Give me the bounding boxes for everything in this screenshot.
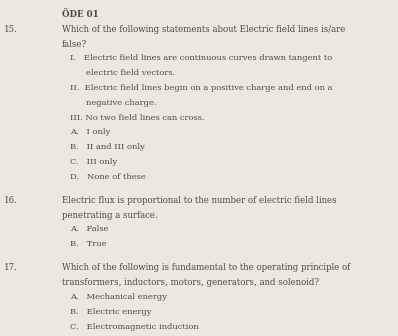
Text: penetrating a surface.: penetrating a surface. bbox=[62, 211, 158, 220]
Text: D.   None of these: D. None of these bbox=[70, 173, 145, 181]
Text: Electric flux is proportional to the number of electric field lines: Electric flux is proportional to the num… bbox=[62, 196, 336, 205]
Text: III. No two field lines can cross.: III. No two field lines can cross. bbox=[70, 114, 204, 122]
Text: electric field vectors.: electric field vectors. bbox=[86, 69, 175, 77]
Text: 16.: 16. bbox=[4, 196, 18, 205]
Text: 17.: 17. bbox=[4, 263, 18, 272]
Text: I.   Electric field lines are continuous curves drawn tangent to: I. Electric field lines are continuous c… bbox=[70, 54, 332, 62]
Text: B.   True: B. True bbox=[70, 240, 106, 248]
Text: Which of the following is fundamental to the operating principle of: Which of the following is fundamental to… bbox=[62, 263, 350, 272]
Text: II.  Electric field lines begin on a positive charge and end on a: II. Electric field lines begin on a posi… bbox=[70, 84, 332, 92]
Text: C.   Electromagnetic induction: C. Electromagnetic induction bbox=[70, 323, 198, 331]
Text: A.   I only: A. I only bbox=[70, 128, 110, 136]
Text: ÖDE 01: ÖDE 01 bbox=[62, 10, 98, 19]
Text: transformers, inductors, motors, generators, and solenoid?: transformers, inductors, motors, generat… bbox=[62, 278, 319, 287]
Text: negative charge.: negative charge. bbox=[86, 99, 156, 107]
Text: false?: false? bbox=[62, 40, 87, 49]
Text: C.   III only: C. III only bbox=[70, 158, 117, 166]
Text: 15.: 15. bbox=[4, 25, 18, 34]
Text: A.   Mechanical energy: A. Mechanical energy bbox=[70, 293, 167, 301]
Text: B.   II and III only: B. II and III only bbox=[70, 143, 144, 151]
Text: B.   Electric energy: B. Electric energy bbox=[70, 308, 151, 316]
Text: Which of the following statements about Electric field lines is/are: Which of the following statements about … bbox=[62, 25, 345, 34]
Text: A.   False: A. False bbox=[70, 225, 108, 234]
